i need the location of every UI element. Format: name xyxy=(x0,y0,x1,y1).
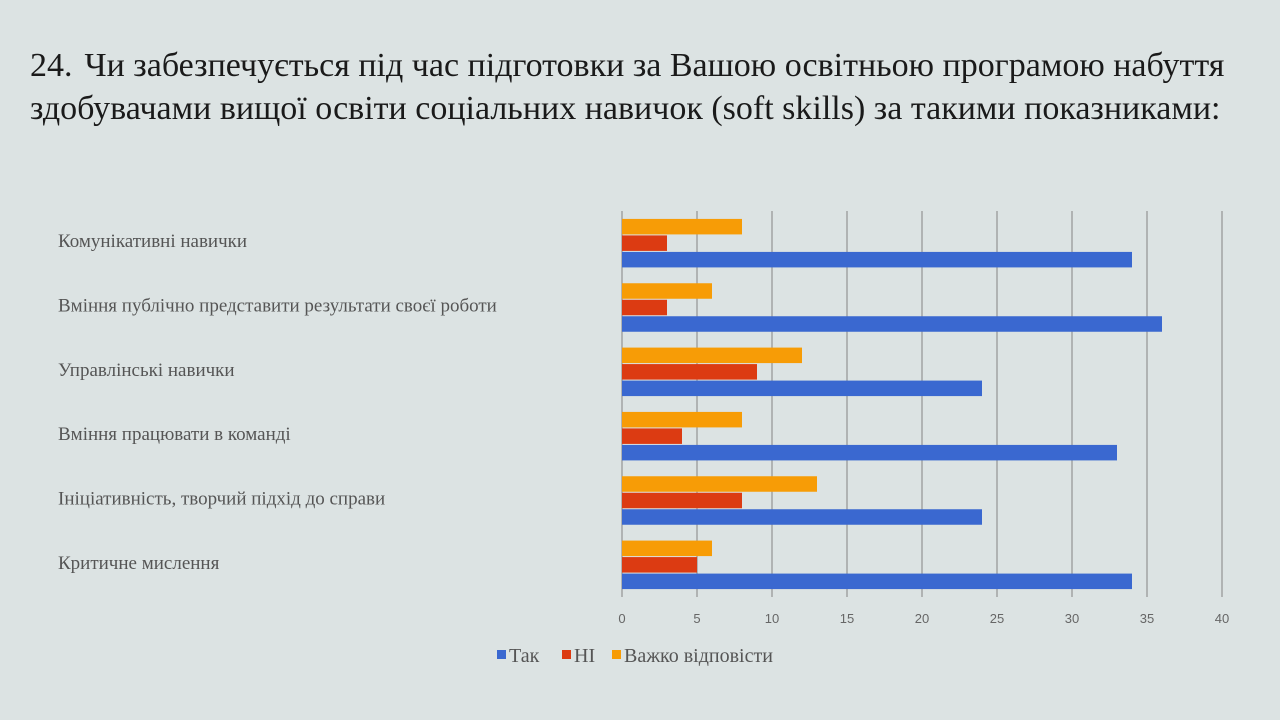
bars xyxy=(622,218,1162,590)
category-label-0: Комунікативні навички xyxy=(58,231,247,252)
category-label-1: Вміння публічно представити результати с… xyxy=(58,296,497,317)
question-title: 24. Чи забезпечується під час підготовки … xyxy=(30,44,1260,130)
legend-label-0: Так xyxy=(509,645,540,667)
legend-swatch-1 xyxy=(562,650,571,659)
bar-vazhko-2 xyxy=(622,347,802,364)
legend-swatch-2 xyxy=(612,650,621,659)
grid-lines xyxy=(621,211,1223,597)
bar-tak-3 xyxy=(622,444,1117,461)
x-tick-label-1: 5 xyxy=(693,611,700,626)
bar-tak-4 xyxy=(622,509,982,525)
x-tick-label-0: 0 xyxy=(618,611,625,626)
category-label-2: Управлінські навички xyxy=(58,360,235,381)
bar-tak-2 xyxy=(622,380,982,397)
bar-vazhko-5 xyxy=(622,540,712,557)
bar-ni-0 xyxy=(622,235,667,251)
x-tick-label-8: 40 xyxy=(1215,611,1229,626)
bar-vazhko-0 xyxy=(622,218,742,235)
category-label-5: Критичне мислення xyxy=(58,553,220,574)
category-label-3: Вміння працювати в команді xyxy=(58,424,291,445)
x-tick-label-6: 30 xyxy=(1065,611,1079,626)
category-labels: Комунікативні навички Вміння публічно пре… xyxy=(58,231,497,574)
bar-vazhko-3 xyxy=(622,411,742,428)
x-tick-label-2: 10 xyxy=(765,611,779,626)
bar-ni-4 xyxy=(622,492,742,509)
x-tick-label-4: 20 xyxy=(915,611,929,626)
x-tick-labels: 0 5 10 15 20 25 30 35 40 xyxy=(618,611,1229,626)
category-label-4: Ініціативність, творчий підхід до справи xyxy=(58,489,385,510)
bar-tak-0 xyxy=(622,251,1132,268)
bar-ni-3 xyxy=(622,428,682,444)
bar-tak-1 xyxy=(622,316,1162,332)
bar-ni-5 xyxy=(622,557,697,573)
question-text: Чи забезпечується під час підготовки за … xyxy=(30,47,1225,127)
legend-label-1: НІ xyxy=(574,645,595,667)
legend-swatch-0 xyxy=(497,650,506,659)
bar-vazhko-1 xyxy=(622,283,712,299)
question-number: 24. xyxy=(30,47,73,84)
bar-vazhko-4 xyxy=(622,476,817,492)
x-tick-label-7: 35 xyxy=(1140,611,1154,626)
bar-tak-5 xyxy=(622,573,1132,590)
bar-ni-1 xyxy=(622,299,667,316)
legend-label-2: Важко відповісти xyxy=(624,645,773,667)
legend: Так НІ Важко відповісти xyxy=(497,645,773,667)
x-tick-label-5: 25 xyxy=(990,611,1004,626)
bar-ni-2 xyxy=(622,364,757,380)
x-tick-label-3: 15 xyxy=(840,611,854,626)
